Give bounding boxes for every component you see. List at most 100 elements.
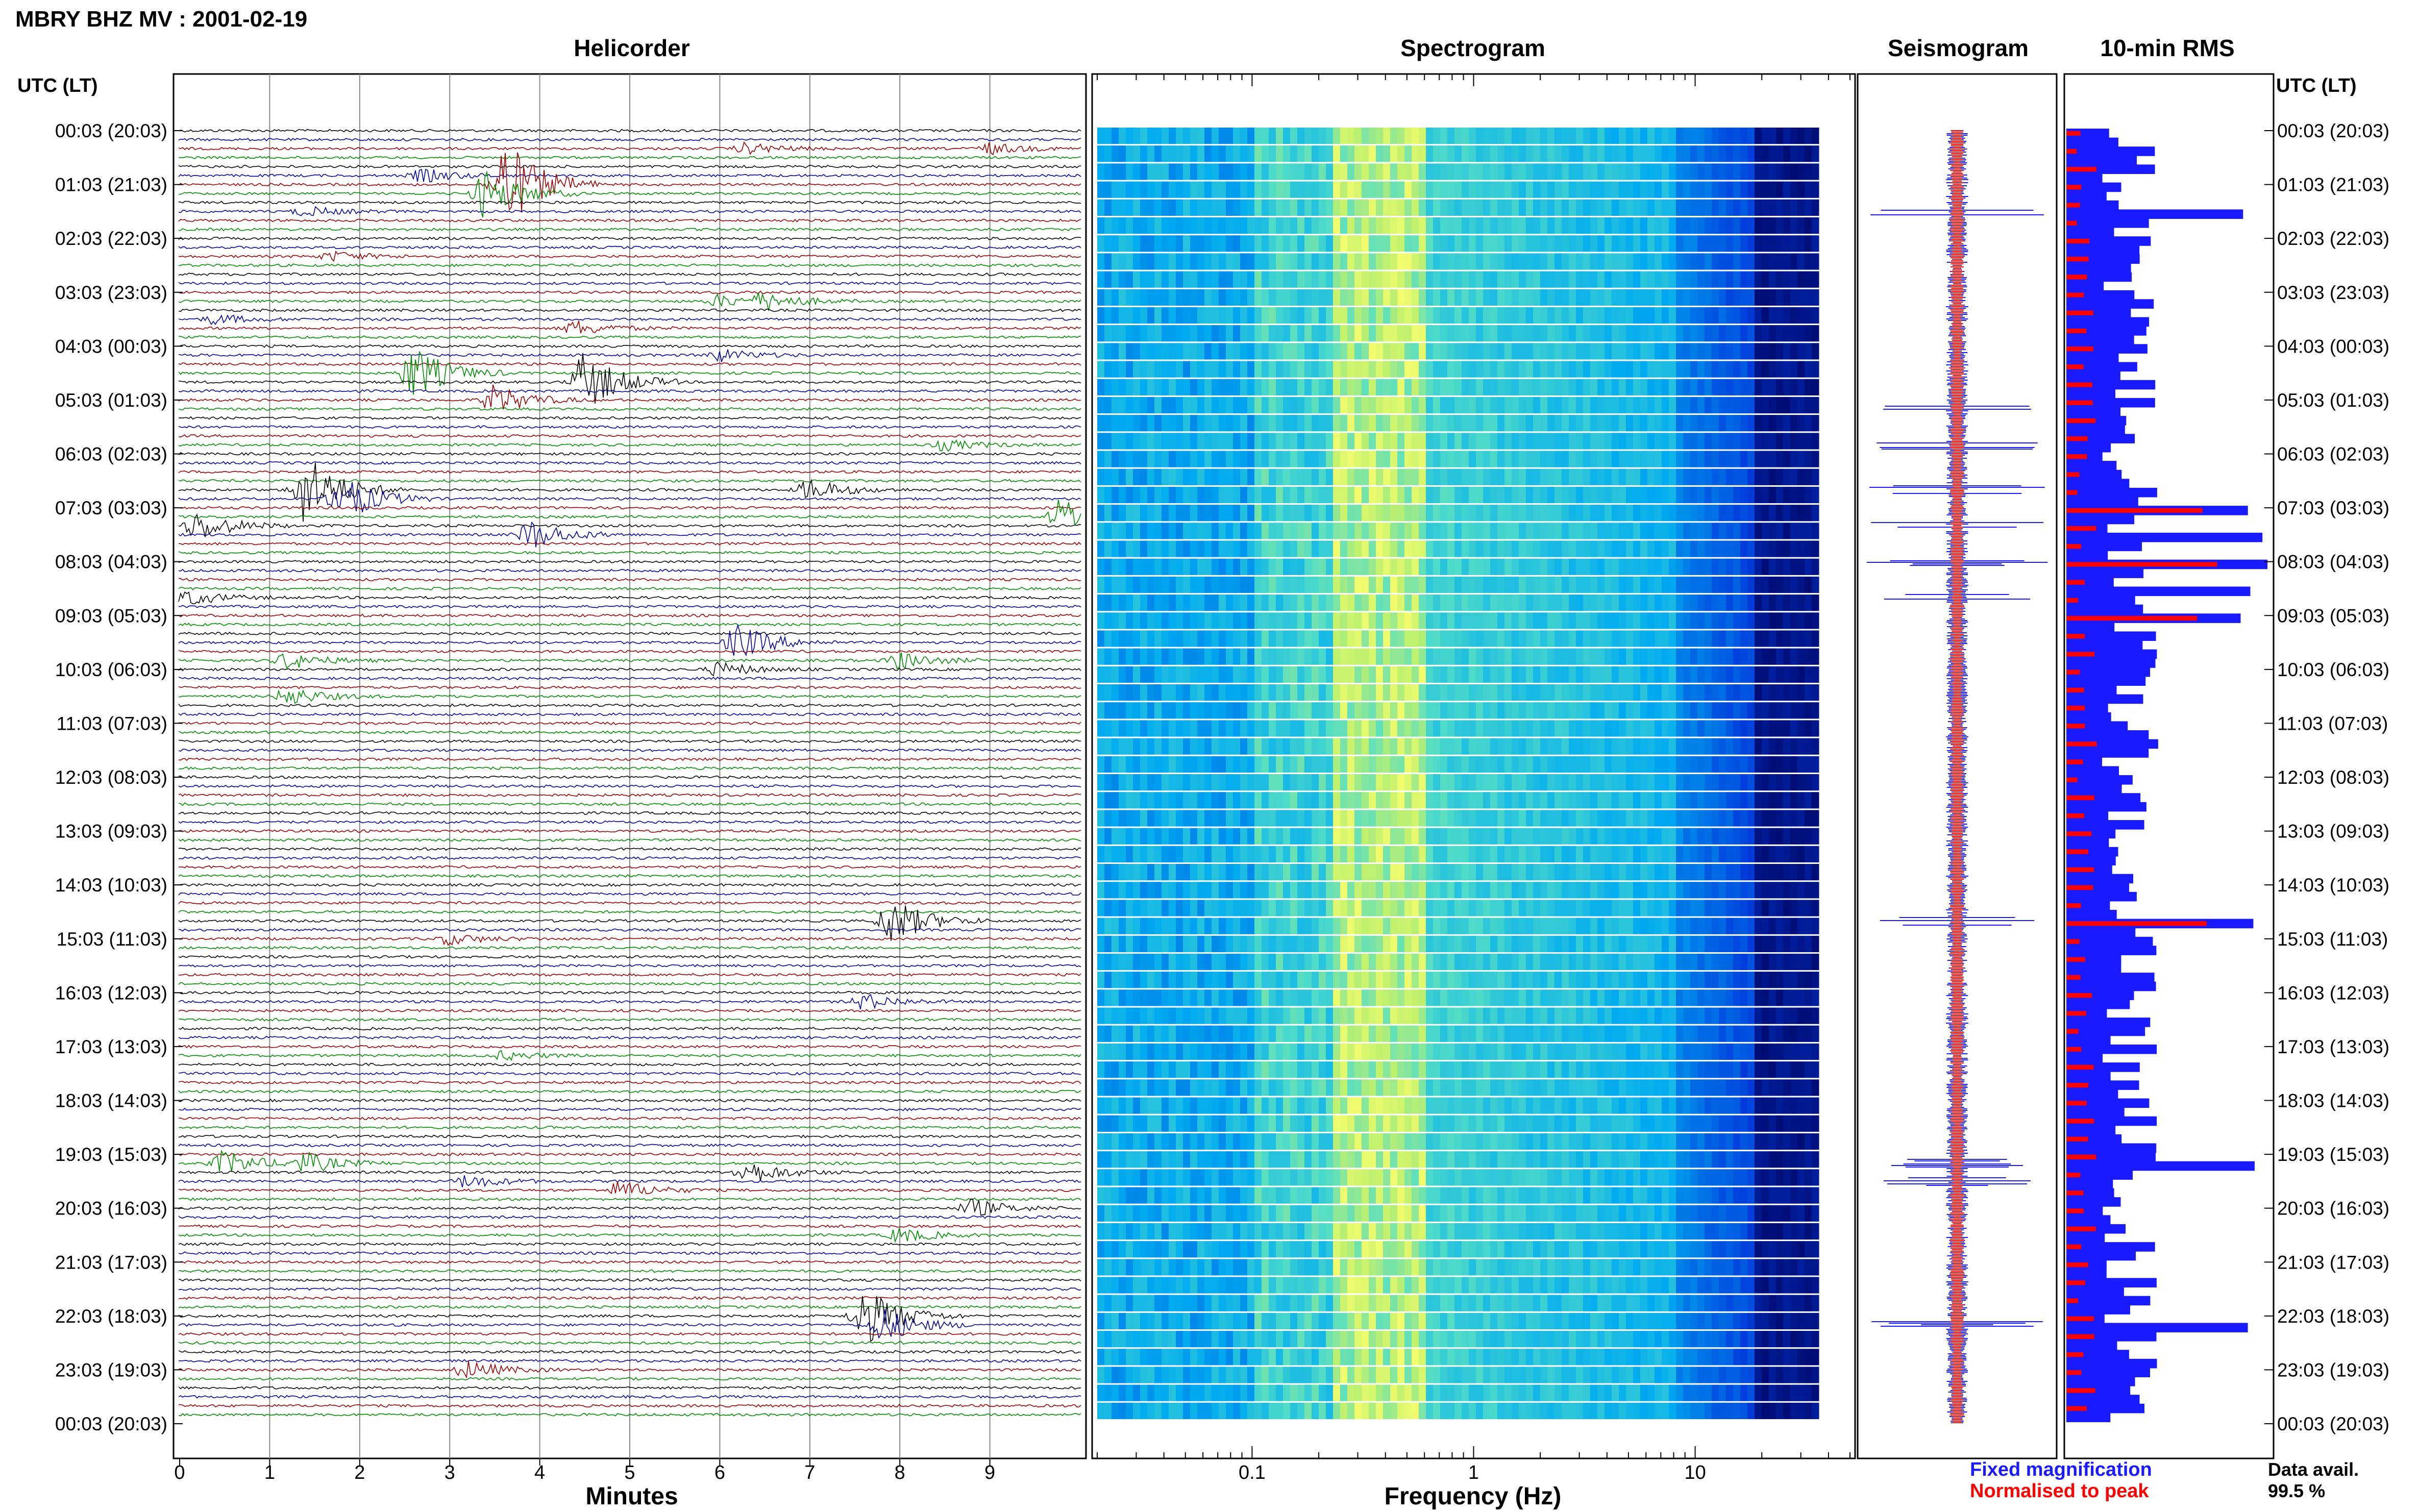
- spectrogram-cell: [1797, 486, 1805, 504]
- spectrogram-cell: [1383, 271, 1391, 288]
- spectrogram-cell: [1697, 935, 1705, 952]
- spectrogram-cell: [1283, 128, 1291, 144]
- spectrogram-cell: [1769, 343, 1776, 360]
- spectrogram-cell: [1554, 684, 1562, 701]
- spectrogram-cell: [1697, 738, 1705, 755]
- spectrogram-cell: [1747, 540, 1755, 557]
- spectrogram-cell: [1669, 415, 1676, 432]
- spectrogram-cell: [1476, 163, 1484, 180]
- spectrogram-cell: [1740, 128, 1748, 144]
- spectrogram-cell: [1755, 307, 1762, 324]
- spectrogram-cell: [1712, 163, 1719, 180]
- spectrogram-cell: [1669, 343, 1676, 360]
- spectrogram-cell: [1404, 756, 1412, 773]
- spectrogram-cell: [1162, 720, 1169, 737]
- spectrogram-cell: [1140, 648, 1148, 665]
- helicorder-trace: [179, 1072, 1081, 1076]
- spectrogram-cell: [1233, 648, 1241, 665]
- spectrogram-cell: [1669, 935, 1676, 952]
- helicorder-trace: [178, 1251, 1081, 1255]
- spectrogram-cell: [1462, 217, 1469, 234]
- spectrogram-cell: [1169, 702, 1176, 719]
- spectrogram-cell: [1569, 451, 1576, 467]
- spectrogram-cell: [1204, 468, 1212, 485]
- spectrogram-cell: [1490, 846, 1498, 862]
- spectrogram-cell: [1376, 720, 1384, 737]
- spectrogram-cell: [1519, 451, 1526, 467]
- spectrogram-cell: [1226, 756, 1233, 773]
- spectrogram-cell: [1326, 505, 1334, 522]
- spectrogram-cell: [1312, 396, 1319, 414]
- spectrogram-cell: [1276, 486, 1283, 504]
- spectrogram-cell: [1333, 918, 1341, 934]
- spectrogram-cell: [1519, 594, 1526, 611]
- spectrogram-cell: [1204, 756, 1212, 773]
- spectrogram-cell: [1583, 128, 1591, 144]
- spectrogram-cell: [1497, 523, 1505, 539]
- spectrogram-cell: [1362, 666, 1369, 683]
- spectrogram-cell: [1783, 594, 1791, 611]
- spectrogram-cell: [1590, 235, 1598, 252]
- spectrogram-cell: [1805, 864, 1812, 881]
- spectrogram-cell: [1454, 918, 1462, 934]
- spectrogram-cell: [1605, 774, 1612, 791]
- spectrogram-cell: [1212, 648, 1219, 665]
- spectrogram-cell: [1583, 325, 1591, 342]
- spectrogram-cell: [1340, 720, 1348, 737]
- spectrogram-cell: [1812, 702, 1819, 719]
- spectrogram-cell: [1469, 935, 1476, 952]
- spectrogram-cell: [1219, 343, 1226, 360]
- spectrogram-cell: [1097, 253, 1105, 270]
- spectrogram-cell: [1169, 810, 1176, 827]
- spectrogram-cell: [1269, 523, 1276, 539]
- spectrogram-cell: [1347, 828, 1355, 845]
- spectrogram-cell: [1569, 325, 1576, 342]
- spectrogram-cell: [1626, 343, 1634, 360]
- spectrogram-cell: [1747, 523, 1755, 539]
- spectrogram-cell: [1283, 145, 1291, 162]
- spectrogram-cell: [1440, 864, 1448, 881]
- spectrogram-cell: [1312, 468, 1319, 485]
- spectrogram-cell: [1619, 756, 1626, 773]
- spectrogram-cell: [1590, 846, 1598, 862]
- spectrogram-cell: [1390, 271, 1398, 288]
- spectrogram-cell: [1433, 505, 1441, 522]
- spectrogram-cell: [1683, 630, 1691, 647]
- spectrogram-cell: [1490, 433, 1498, 450]
- spectrogram-cell: [1112, 361, 1119, 378]
- spectrogram-cell: [1662, 918, 1669, 934]
- spectrogram-cell: [1547, 792, 1555, 809]
- spectrogram-cell: [1690, 828, 1698, 845]
- spectrogram-cell: [1147, 666, 1155, 683]
- spectrogram-cell: [1705, 217, 1712, 234]
- spectrogram-cell: [1783, 756, 1791, 773]
- spectrogram-cell: [1476, 900, 1484, 916]
- spectrogram-cell: [1169, 594, 1176, 611]
- spectrogram-cell: [1440, 576, 1448, 593]
- spectrogram-cell: [1169, 235, 1176, 252]
- spectrogram-cell: [1554, 145, 1562, 162]
- spectrogram-cell: [1462, 774, 1469, 791]
- spectrogram-cell: [1504, 774, 1512, 791]
- spectrogram-cell: [1626, 630, 1634, 647]
- spectrogram-cell: [1712, 128, 1719, 144]
- spectrogram-cell: [1633, 343, 1641, 360]
- spectrogram-cell: [1569, 540, 1576, 557]
- spectrogram-cell: [1262, 235, 1269, 252]
- spectrogram-cell: [1540, 396, 1548, 414]
- spectrogram-cell: [1776, 235, 1784, 252]
- spectrogram-cell: [1597, 594, 1605, 611]
- spectrogram-cell: [1333, 396, 1341, 414]
- spectrogram-cell: [1119, 181, 1126, 198]
- spectrogram-cell: [1497, 558, 1505, 575]
- spectrogram-cell: [1354, 953, 1362, 971]
- spectrogram-cell: [1776, 810, 1784, 827]
- spectrogram-cell: [1219, 792, 1226, 809]
- spectrogram-cell: [1304, 379, 1312, 395]
- helicorder-trace: [178, 946, 1081, 950]
- spectrogram-cell: [1304, 433, 1312, 450]
- spectrogram-cell: [1247, 199, 1255, 216]
- spectrogram-cell: [1626, 648, 1634, 665]
- spectrogram-cell: [1569, 702, 1576, 719]
- spectrogram-cell: [1676, 630, 1684, 647]
